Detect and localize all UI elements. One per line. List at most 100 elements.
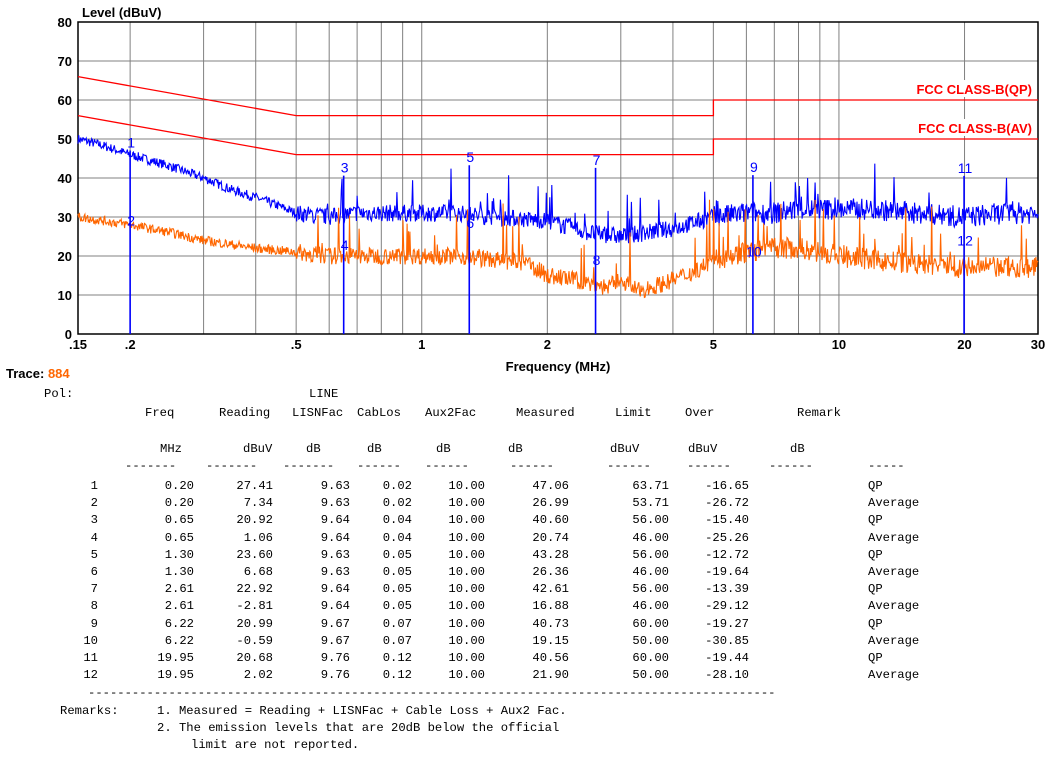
data-cell: 10.00 (448, 496, 485, 511)
header-cell: Over (685, 406, 715, 420)
remark-cell: QP (868, 479, 883, 493)
remark-cell: Average (868, 633, 920, 648)
y-tick-label: 50 (58, 132, 72, 147)
data-cell: 0.02 (382, 479, 412, 493)
average-trace-line (77, 199, 1039, 299)
data-cell: 4 (90, 530, 98, 545)
y-tick-label: 60 (58, 93, 72, 108)
limit-label: FCC CLASS-B(QP) (916, 82, 1032, 97)
data-cell: -19.64 (705, 565, 749, 579)
remark-line: 2. The emission levels that are 20dB bel… (157, 721, 560, 735)
header-cell: Freq (145, 406, 175, 420)
data-cell: 40.73 (532, 616, 569, 631)
data-cell: 16.88 (532, 599, 569, 614)
data-cell: 20.68 (236, 651, 273, 665)
data-cell: 20.74 (532, 530, 569, 545)
data-cell: 10.00 (448, 582, 485, 597)
remark-line: limit are not reported. (191, 738, 360, 752)
x-tick-label: 1 (418, 337, 425, 352)
data-cell: 26.99 (532, 496, 569, 511)
data-cell: 10 (83, 633, 98, 648)
unit-cell: dB (367, 442, 382, 456)
data-cell: 10.00 (448, 616, 485, 631)
remark-cell: Average (868, 496, 920, 511)
header-cell: Limit (615, 406, 652, 420)
remark-cell: Average (868, 530, 920, 545)
data-cell: 53.71 (632, 496, 669, 511)
data-cell: -19.44 (705, 651, 749, 665)
data-cell: 19.95 (157, 651, 194, 665)
limit-line-qp (77, 75, 1038, 117)
data-cell: 60.00 (632, 651, 669, 665)
unit-cell: dBuV (610, 442, 640, 456)
header-cell: LISNFac (292, 406, 344, 420)
y-tick-label: 40 (58, 171, 72, 186)
data-cell: 23.60 (236, 547, 273, 562)
data-cell: -30.85 (705, 633, 749, 648)
data-cell: 9.67 (320, 633, 350, 648)
header-cell: Measured (516, 406, 575, 420)
data-cell: 8 (90, 599, 98, 614)
remark-cell: QP (868, 513, 883, 528)
data-cell: 40.60 (532, 513, 569, 528)
separator: ------ (687, 459, 731, 473)
marker-label: 1 (127, 134, 135, 150)
data-cell: 9.67 (320, 616, 350, 631)
data-cell: 9 (90, 616, 98, 631)
data-cell: 1.30 (164, 565, 194, 579)
data-cell: 50.00 (632, 633, 669, 648)
separator: ------- (125, 459, 177, 473)
data-cell: -19.27 (705, 616, 749, 631)
data-cell: 9.64 (320, 582, 350, 597)
data-cell: 9.64 (320, 530, 350, 545)
data-cell: 0.05 (382, 599, 412, 614)
separator: ------ (357, 459, 401, 473)
separator: ------ (769, 459, 813, 473)
x-tick-label: .2 (125, 337, 136, 352)
data-cell: 2.61 (164, 582, 194, 597)
data-cell: 0.02 (382, 496, 412, 511)
data-cell: -26.72 (705, 496, 749, 511)
header-cell: CabLos (357, 406, 401, 420)
unit-cell: dB (306, 442, 321, 456)
data-cell: 21.90 (532, 668, 569, 683)
marker-label: 4 (341, 237, 349, 253)
x-tick-label: .15 (69, 337, 87, 352)
unit-cell: MHz (160, 442, 182, 456)
data-cell: 0.12 (382, 668, 412, 683)
data-cell: 9.76 (320, 651, 350, 665)
chart-grid (78, 22, 1038, 334)
remark-line: 1. Measured = Reading + LISNFac + Cable … (157, 704, 567, 718)
remark-cell: Average (868, 599, 920, 614)
data-cell: 2 (90, 496, 98, 511)
marker-label: 7 (593, 152, 601, 168)
data-cell: 6.22 (164, 616, 194, 631)
data-cell: 0.12 (382, 651, 412, 665)
marker-label: 3 (341, 160, 349, 176)
data-cell: 7 (90, 582, 98, 597)
marker-label: 8 (593, 252, 601, 268)
separator: ------ (607, 459, 651, 473)
data-cell: 0.20 (164, 496, 194, 511)
y-tick-label: 80 (58, 15, 72, 30)
data-cell: 10.00 (448, 479, 485, 493)
y-tick-label: 20 (58, 249, 72, 264)
x-tick-label: 2 (544, 337, 551, 352)
data-cell: 9.63 (320, 565, 350, 579)
measurement-report: Pol: LINE Freq Reading LISNFac CabLos Aux2Fac M… (0, 382, 1062, 757)
data-cell: 3 (90, 513, 98, 528)
data-cell: 11 (83, 651, 98, 665)
data-cell: 9.76 (320, 668, 350, 683)
remark-cell: QP (868, 651, 883, 665)
y-tick-label: 10 (58, 288, 72, 303)
data-cell: 0.04 (382, 513, 412, 528)
marker-label: 9 (750, 159, 758, 175)
data-cell: 19.95 (157, 668, 194, 683)
remark-cell: Average (868, 668, 920, 683)
separator: ------- (206, 459, 258, 473)
data-cell: 0.07 (382, 616, 412, 631)
y-tick-label: 70 (58, 54, 72, 69)
data-cell: 10.00 (448, 530, 485, 545)
